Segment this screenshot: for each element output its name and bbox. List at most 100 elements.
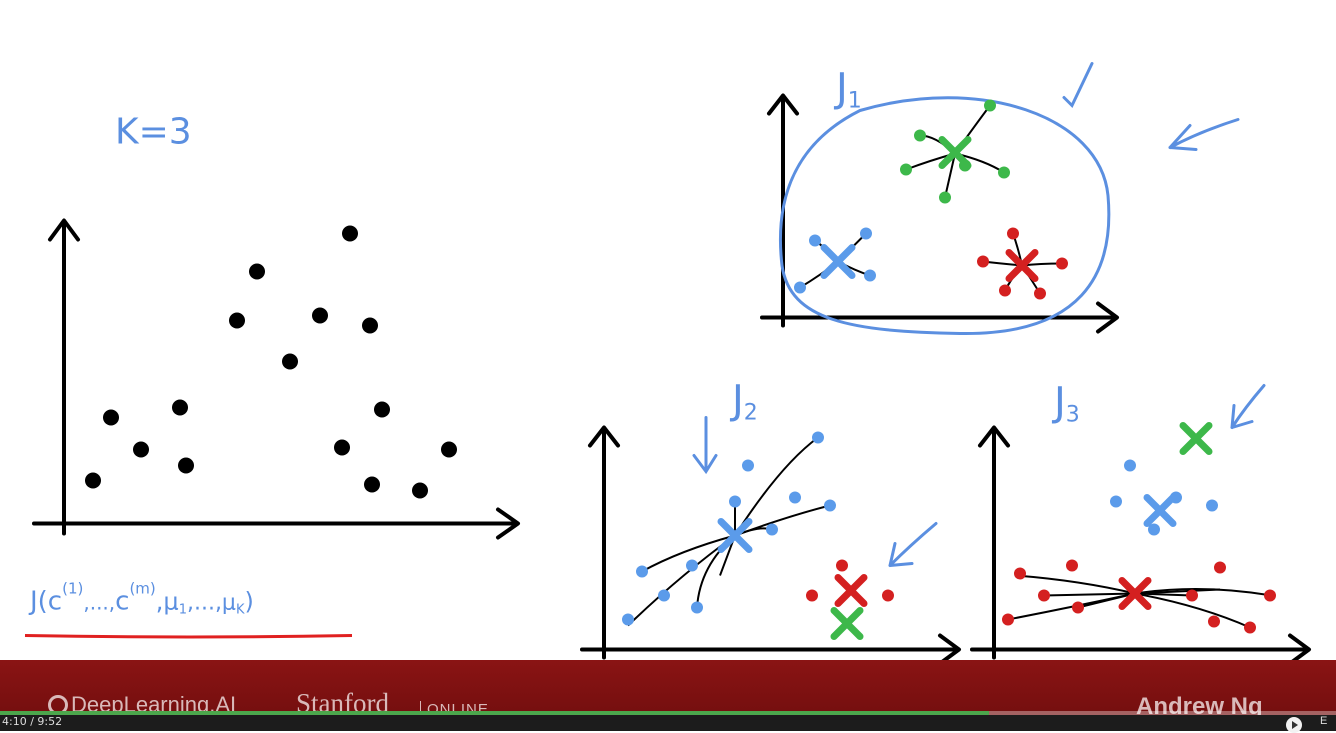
red-point	[1186, 589, 1198, 602]
video-progress-fill	[0, 711, 989, 715]
j3-red-centroid	[1118, 577, 1152, 610]
j1-red-centroid	[1005, 249, 1039, 282]
j3-sub: 3	[1066, 403, 1080, 428]
j2-down-arrow	[692, 416, 718, 475]
j1-sub: 1	[848, 89, 862, 114]
play-button-icon[interactable]	[1286, 717, 1302, 733]
data-point	[229, 312, 245, 329]
data-plot	[32, 218, 520, 540]
blue-point	[789, 491, 801, 504]
red-point	[882, 589, 894, 602]
cost-function-text: J(c(1),...,c(m),μ1,...,μK)	[28, 580, 254, 618]
cost-dots-1: ,...,	[83, 591, 115, 615]
plot-j1: J1	[760, 62, 1240, 336]
j1-green-centroid	[938, 136, 972, 169]
red-point	[1214, 561, 1226, 574]
blue-point	[742, 459, 754, 472]
cost-close: )	[244, 588, 253, 616]
blue-point	[824, 499, 836, 512]
plot-j3: J3	[970, 380, 1311, 666]
j2-sub: 2	[744, 401, 758, 426]
cost-sup-1: (1)	[62, 580, 83, 598]
data-point	[374, 401, 390, 418]
data-point	[103, 409, 119, 426]
j2-green-centroid	[830, 607, 864, 640]
k-label: K=3	[115, 112, 192, 153]
j1-green-points	[900, 99, 1010, 204]
j3-arrow	[1230, 384, 1266, 429]
blue-point	[809, 234, 821, 247]
cost-sub-1: 1	[179, 603, 187, 618]
j1-checkmark	[1062, 62, 1094, 109]
data-point	[133, 441, 149, 458]
green-point	[998, 166, 1010, 179]
green-point	[914, 129, 926, 142]
video-progress-bar[interactable]	[0, 711, 1336, 715]
red-point	[1014, 567, 1026, 580]
blue-point	[691, 601, 703, 614]
player-controls: 4:10 / 9:52 E	[0, 715, 1336, 733]
j1-blue-centroid	[820, 244, 856, 279]
blue-point	[766, 523, 778, 536]
j2-red-centroid	[834, 574, 868, 607]
data-point	[364, 476, 380, 493]
cost-sup-m: (m)	[129, 580, 155, 598]
data-point	[362, 317, 378, 334]
blue-point	[622, 613, 634, 626]
blue-point	[686, 559, 698, 572]
red-point	[1072, 601, 1084, 614]
j3-label: J3	[1051, 380, 1080, 428]
red-point	[1264, 589, 1276, 602]
cost-c: c	[115, 587, 129, 617]
blue-point	[1124, 459, 1136, 472]
plot-j2: J2	[580, 378, 961, 666]
j1-letter: J	[833, 66, 848, 112]
red-point	[806, 589, 818, 602]
data-point	[441, 441, 457, 458]
j3-red-points	[1002, 559, 1276, 634]
cost-sub-k: K	[236, 603, 245, 618]
red-point	[999, 284, 1011, 297]
j3-blue-centroid	[1143, 494, 1177, 527]
blue-point	[864, 269, 876, 282]
data-point	[172, 399, 188, 416]
blue-point	[636, 565, 648, 578]
data-point	[178, 457, 194, 474]
red-point	[836, 559, 848, 572]
captions-button[interactable]: E	[1320, 715, 1328, 727]
green-point	[900, 163, 912, 176]
red-point	[1034, 287, 1046, 300]
blue-point	[812, 431, 824, 444]
blue-point	[729, 495, 741, 508]
green-point	[939, 191, 951, 204]
red-point	[1002, 613, 1014, 626]
j3-green-centroid	[1179, 422, 1213, 455]
playback-time: 4:10 / 9:52	[2, 715, 63, 728]
data-point	[85, 472, 101, 489]
j1-arrow	[1168, 118, 1240, 151]
red-point	[1007, 227, 1019, 240]
blue-point	[658, 589, 670, 602]
data-point	[249, 263, 265, 280]
cost-mu: ,μ	[156, 588, 179, 616]
blue-point	[794, 281, 806, 294]
j3-letter: J	[1051, 380, 1066, 426]
j2-label: J2	[729, 378, 758, 426]
j1-red-points	[977, 227, 1068, 300]
j3-x-axis	[970, 633, 1311, 666]
data-point	[312, 307, 328, 324]
blue-point	[860, 227, 872, 240]
red-point	[1066, 559, 1078, 572]
j1-selection-circle	[778, 96, 1111, 336]
data-point	[334, 439, 350, 456]
red-point	[1208, 615, 1220, 628]
j3-y-axis	[978, 425, 1010, 660]
y-axis	[48, 218, 80, 536]
j2-y-axis	[588, 425, 620, 660]
j2-blue-centroid	[717, 518, 753, 553]
red-point	[1244, 621, 1256, 634]
j2-red-points	[806, 559, 894, 602]
j1-x-axis	[760, 301, 1119, 334]
cost-dots-2: ,...,μ	[187, 591, 236, 616]
data-points	[85, 225, 457, 499]
